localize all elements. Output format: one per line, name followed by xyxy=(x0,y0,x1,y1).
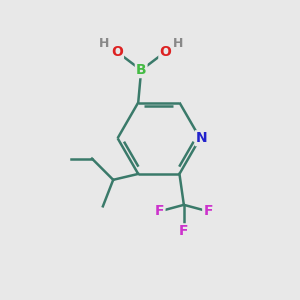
Text: F: F xyxy=(203,204,213,218)
Text: O: O xyxy=(111,45,123,59)
Text: H: H xyxy=(99,37,109,50)
Text: F: F xyxy=(179,224,189,238)
Text: O: O xyxy=(159,45,171,59)
Text: F: F xyxy=(155,204,164,218)
Text: N: N xyxy=(196,131,207,145)
Text: B: B xyxy=(136,63,146,77)
Text: H: H xyxy=(173,37,184,50)
